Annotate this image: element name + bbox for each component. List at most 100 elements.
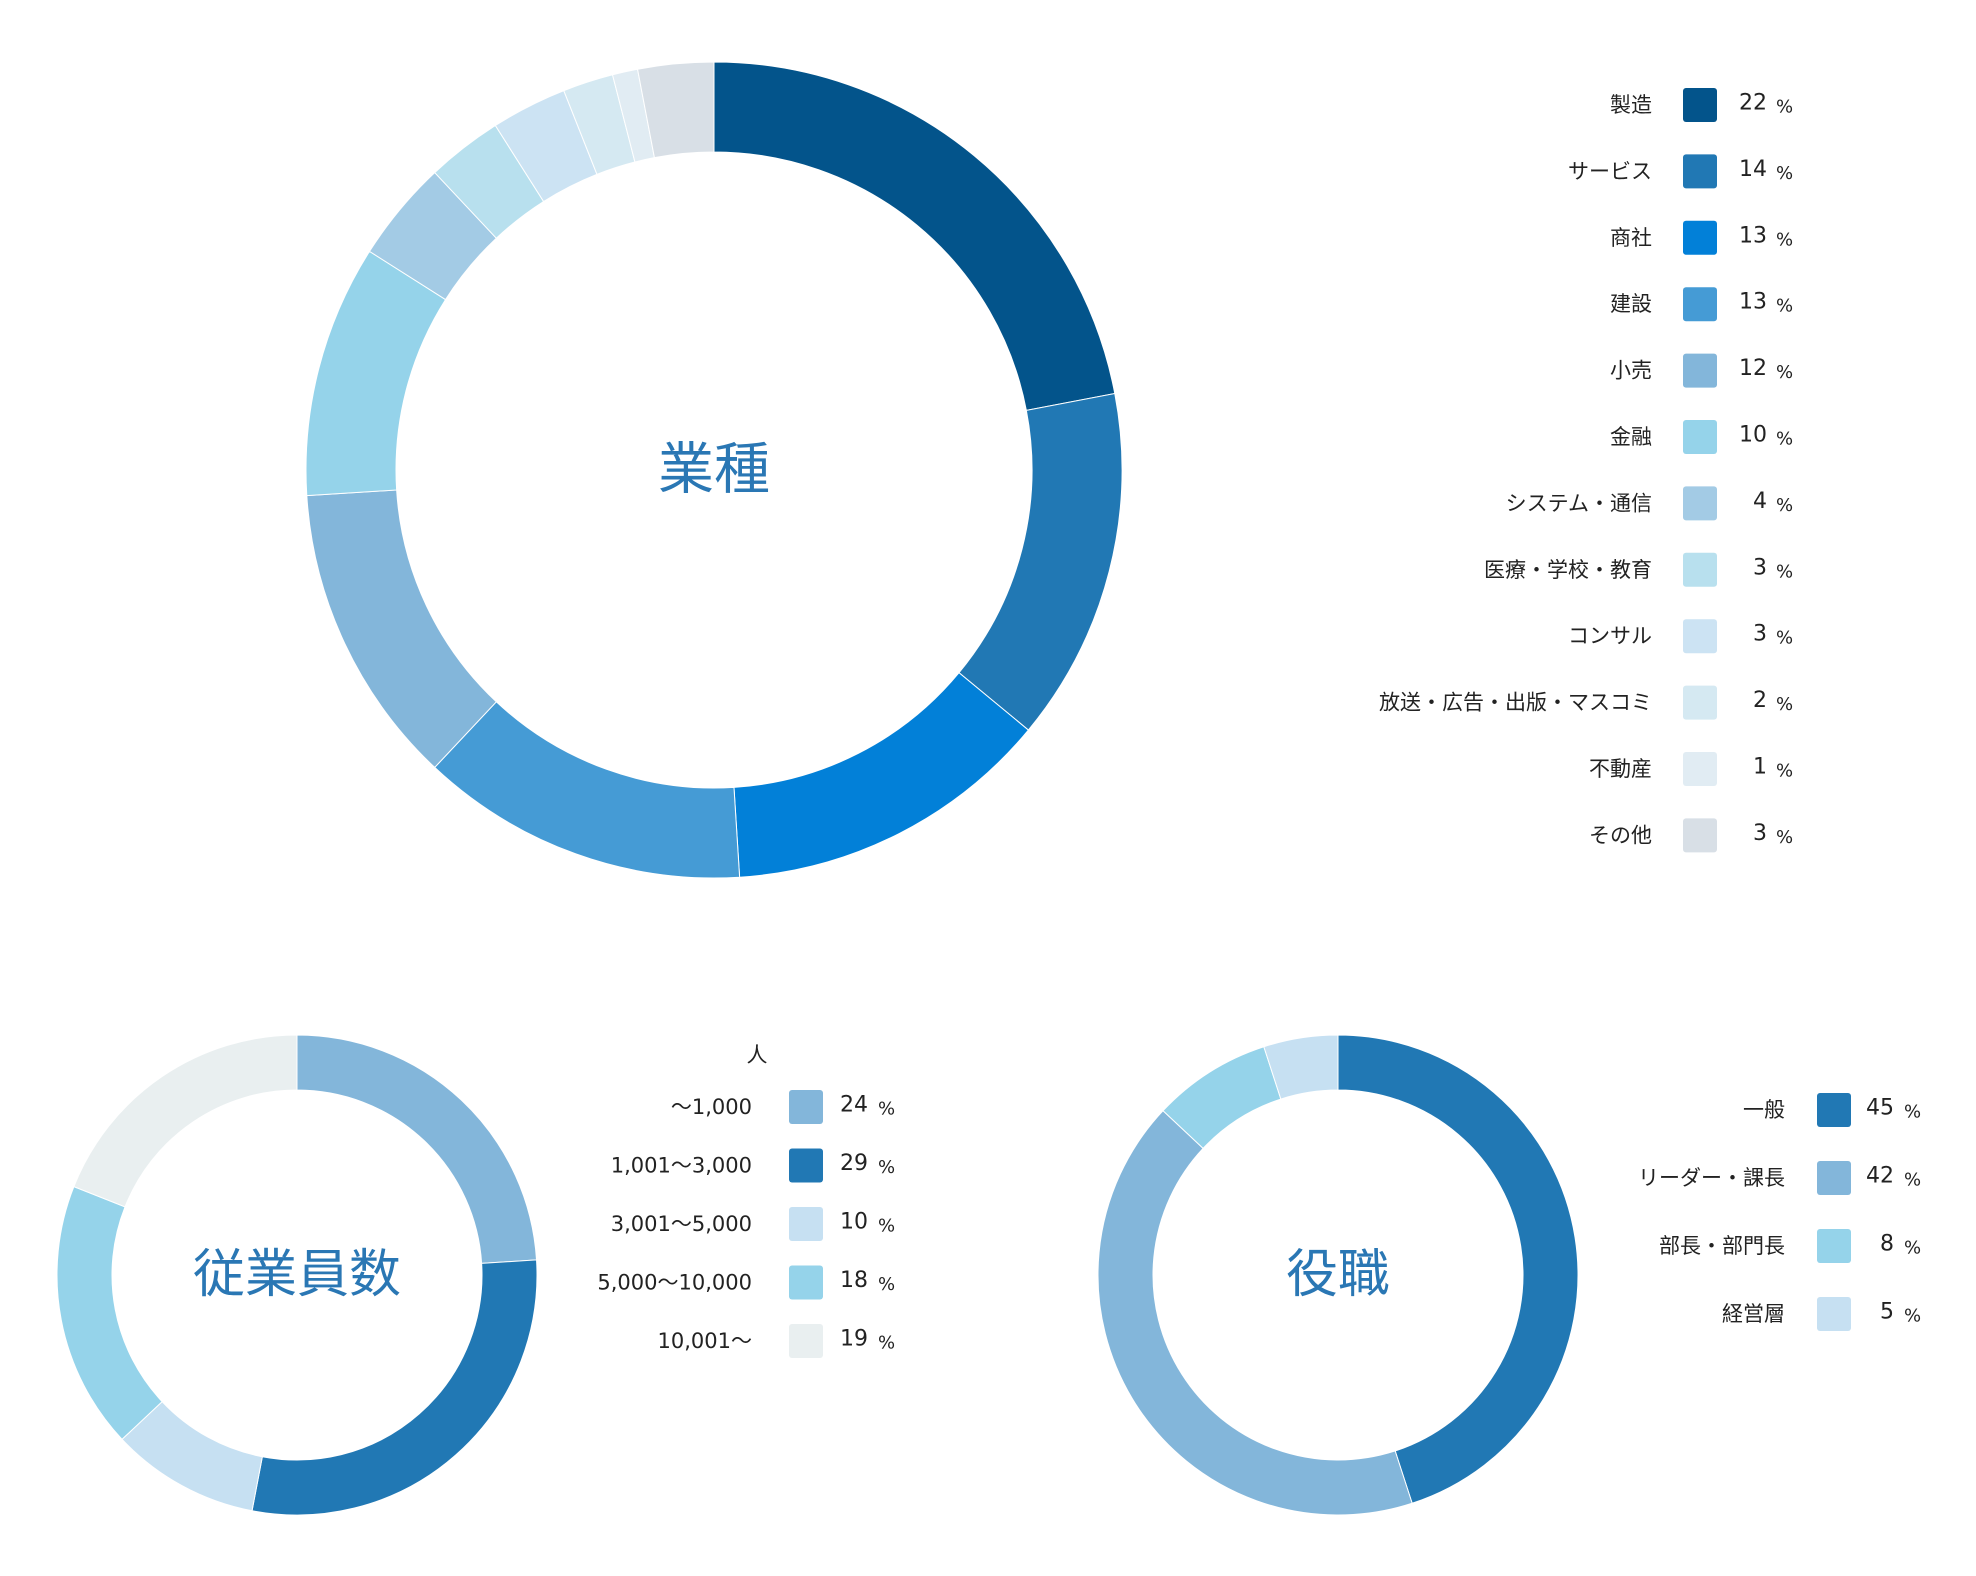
legend-percent-sign: % [1904, 1306, 1921, 1327]
chart-title: 業種 [658, 438, 770, 503]
legend-swatch [1817, 1161, 1851, 1195]
legend-unit-label: 人 [747, 1043, 768, 1067]
legend-label: その他 [1589, 823, 1652, 847]
slice-3 [733, 671, 1030, 878]
legend-label: コンサル [1568, 624, 1652, 648]
legend-swatch [789, 1090, 823, 1124]
legend-swatch [1683, 287, 1717, 322]
legend-value: 22 [1739, 91, 1767, 116]
legend-label: 建設 [1610, 292, 1652, 316]
legend-value: 1 [1753, 755, 1767, 780]
legend-percent-sign: % [1776, 429, 1793, 450]
legend-swatch [1817, 1297, 1851, 1331]
legend-value: 14 [1739, 157, 1767, 182]
legend-swatch [1683, 420, 1717, 454]
legend-label: 不動産 [1589, 757, 1652, 781]
legend-label: 経営層 [1722, 1302, 1785, 1326]
legend-value: 13 [1739, 223, 1767, 248]
legend-value: 18 [840, 1268, 868, 1293]
position-chart: 役職 一般 45 % リーダー・課長 42 % 部長・部門長 8 % 経営層 5% [1097, 1034, 1921, 1516]
legend-label: 1,001〜3,000 [611, 1154, 752, 1178]
legend-swatch [1683, 88, 1717, 122]
legend-percent-sign: % [1776, 296, 1793, 317]
slice-1 [1337, 1034, 1579, 1504]
slice-12 [636, 61, 715, 159]
legend-label: 放送・広告・出版・マスコミ [1379, 691, 1652, 715]
legend-percent-sign: % [1776, 97, 1793, 118]
legend-percent-sign: % [1776, 628, 1793, 649]
legend-value: 10 [840, 1210, 868, 1235]
legend-swatch [1683, 619, 1717, 654]
legend-label: 製造 [1610, 93, 1652, 117]
legend-percent-sign: % [878, 1274, 895, 1295]
legend-percent-sign: % [1904, 1238, 1921, 1259]
legend-percent-sign: % [878, 1157, 895, 1178]
legend-value: 2 [1753, 688, 1767, 713]
slice-5 [73, 1034, 298, 1208]
legend-swatch [1817, 1093, 1851, 1127]
slice-5 [306, 489, 498, 769]
legend-label: サービス [1568, 159, 1652, 183]
legend-label: リーダー・課長 [1638, 1166, 1785, 1190]
legend-percent-sign: % [1776, 761, 1793, 782]
legend-swatch [789, 1207, 823, 1241]
slice-4 [433, 701, 741, 879]
legend-value: 10 [1739, 423, 1767, 448]
legend-percent-sign: % [1904, 1170, 1921, 1191]
chart-title: 役職 [1286, 1245, 1390, 1305]
slice-2 [958, 392, 1123, 731]
legend-percent-sign: % [1776, 229, 1793, 250]
legend-value: 45 [1866, 1096, 1894, 1121]
legend-value: 13 [1739, 290, 1767, 315]
legend-value: 29 [840, 1151, 868, 1176]
employee-count-chart: 従業員数 人〜1,000 24 % 1,001〜3,000 29 % 3,001〜5,000 1… [56, 1034, 895, 1516]
legend-percent-sign: % [1776, 362, 1793, 383]
legend-value: 5 [1880, 1300, 1894, 1325]
slice-6 [305, 250, 447, 497]
legend-value: 24 [840, 1093, 868, 1118]
legend-label: 3,001〜5,000 [611, 1212, 752, 1236]
slice-4 [1263, 1034, 1339, 1100]
chart-title: 従業員数 [193, 1245, 401, 1305]
legend-value: 3 [1753, 821, 1767, 846]
legend-percent-sign: % [878, 1216, 895, 1237]
legend-value: 8 [1880, 1232, 1894, 1257]
legend-percent-sign: % [1776, 495, 1793, 516]
legend-label: 一般 [1743, 1098, 1785, 1122]
legend-label: 10,001〜 [658, 1329, 752, 1353]
legend-percent-sign: % [1776, 827, 1793, 848]
legend-value: 3 [1753, 622, 1767, 647]
legend-percent-sign: % [878, 1333, 895, 1354]
legend-value: 3 [1753, 555, 1767, 580]
legend-value: 12 [1739, 356, 1767, 381]
legend-value: 4 [1753, 489, 1767, 514]
legend-percent-sign: % [1904, 1102, 1921, 1123]
legend-label: システム・通信 [1506, 491, 1652, 515]
slice-2 [1097, 1110, 1413, 1516]
legend-label: 商社 [1610, 226, 1652, 250]
legend-percent-sign: % [878, 1099, 895, 1120]
legend-swatch [1683, 752, 1717, 786]
legend-swatch [789, 1324, 823, 1358]
legend-swatch [1683, 552, 1717, 587]
legend-swatch [1683, 486, 1717, 521]
legend-percent-sign: % [1776, 694, 1793, 715]
legend-swatch [1683, 818, 1717, 853]
slice-1 [713, 61, 1116, 411]
legend-label: 小売 [1610, 359, 1652, 383]
legend-swatch [789, 1148, 823, 1183]
legend-label: 医療・学校・教育 [1484, 558, 1652, 582]
legend-label: 部長・部門長 [1659, 1234, 1785, 1258]
legend-percent-sign: % [1776, 561, 1793, 582]
slice-4 [56, 1186, 163, 1440]
legend-swatch [789, 1265, 823, 1300]
slice-1 [296, 1034, 538, 1264]
legend-label: 〜1,000 [671, 1095, 752, 1119]
legend-value: 19 [840, 1327, 868, 1352]
legend-value: 42 [1866, 1164, 1894, 1189]
legend-percent-sign: % [1776, 163, 1793, 184]
legend-swatch [1683, 220, 1717, 255]
legend-label: 5,000〜10,000 [597, 1271, 752, 1295]
